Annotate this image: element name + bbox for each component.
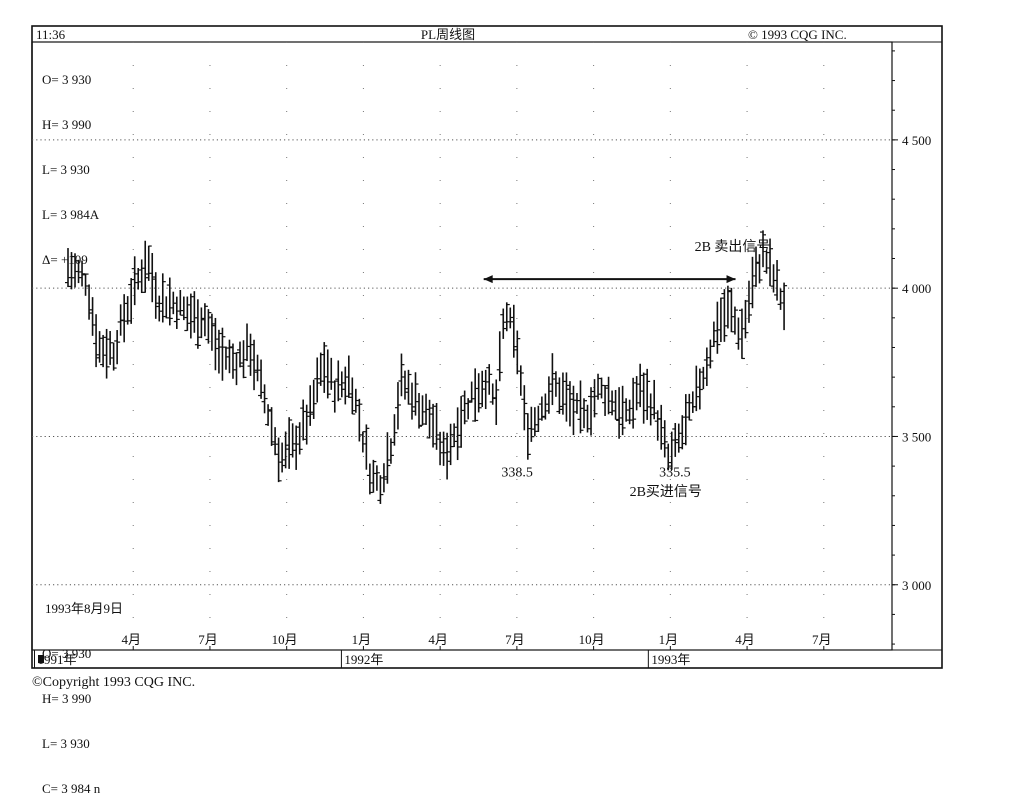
year-label: 1992年: [344, 652, 383, 667]
month-label: 4月: [121, 632, 141, 647]
month-label: 10月: [272, 632, 298, 647]
annotation-label: 335.5: [659, 465, 691, 480]
y-axis: 3 000 3 500 4 000 4 500: [892, 50, 931, 645]
header-time: 11:36: [36, 27, 66, 42]
annotation-label: 2B 卖出信号: [695, 239, 771, 255]
grid-lines: [32, 42, 892, 650]
scroll-handle[interactable]: [38, 655, 44, 663]
y-tick-label: 3 000: [902, 578, 931, 593]
chart-title: PL周线图: [421, 27, 475, 42]
month-label: 1月: [659, 632, 679, 647]
price-bars: [65, 230, 788, 504]
month-label: 7月: [198, 632, 218, 647]
top-high: H= 3 990: [42, 117, 92, 132]
y-tick-label: 3 500: [902, 429, 931, 444]
plot-area: [31, 41, 893, 651]
month-label: 1月: [352, 632, 372, 647]
footer-copyright: ©Copyright 1993 CQG INC.: [32, 675, 195, 691]
year-label: 1991年: [37, 652, 76, 667]
top-readout: O= 3 930 H= 3 990 L= 3 930 L= 3 984A Δ= …: [42, 42, 99, 282]
top-last: L= 3 984A: [42, 207, 100, 222]
annotation-label: 2B买进信号: [630, 484, 702, 500]
x-axis: 4月 7月 10月 1月 4月 7月 10月 1月 4月 7月 1991年 1992年 1993年: [33, 632, 832, 668]
copyright-icon: ©: [32, 675, 43, 690]
top-open: O= 3 930: [42, 72, 92, 87]
annotations: 338.5 335.5 2B买进信号 2B 卖出信号: [483, 239, 771, 500]
annotation-label: 338.5: [501, 465, 533, 480]
month-label: 7月: [812, 632, 832, 647]
bottom-high: H= 3 990: [42, 691, 92, 706]
month-label: 10月: [579, 632, 605, 647]
weekly-bar-chart: 11:36 PL周线图 © 1993 CQG INC. 3 000 3 500 4 …: [31, 25, 943, 669]
arrow-head-right: [726, 275, 736, 284]
bottom-close: C= 3 984 n: [42, 781, 101, 796]
footer-copyright-text: Copyright 1993 CQG INC.: [42, 675, 196, 690]
bottom-low: L= 3 930: [42, 736, 90, 751]
header-copyright: © 1993 CQG INC.: [748, 27, 847, 42]
year-label: 1993年: [651, 652, 690, 667]
bottom-open: O= 3 930: [42, 646, 92, 661]
month-label: 4月: [735, 632, 755, 647]
chart-frame: [31, 25, 943, 669]
month-label: 4月: [428, 632, 448, 647]
y-tick-label: 4 500: [902, 133, 931, 148]
month-label: 7月: [505, 632, 525, 647]
arrow-head-left: [483, 275, 493, 284]
bottom-readout: 1993年8月9日 O= 3 930 H= 3 990 L= 3 930 C= …: [42, 571, 123, 811]
bottom-date: 1993年8月9日: [45, 601, 124, 616]
y-tick-label: 4 000: [902, 281, 931, 296]
top-low: L= 3 930: [42, 162, 90, 177]
top-delta: Δ= +109: [42, 252, 88, 267]
